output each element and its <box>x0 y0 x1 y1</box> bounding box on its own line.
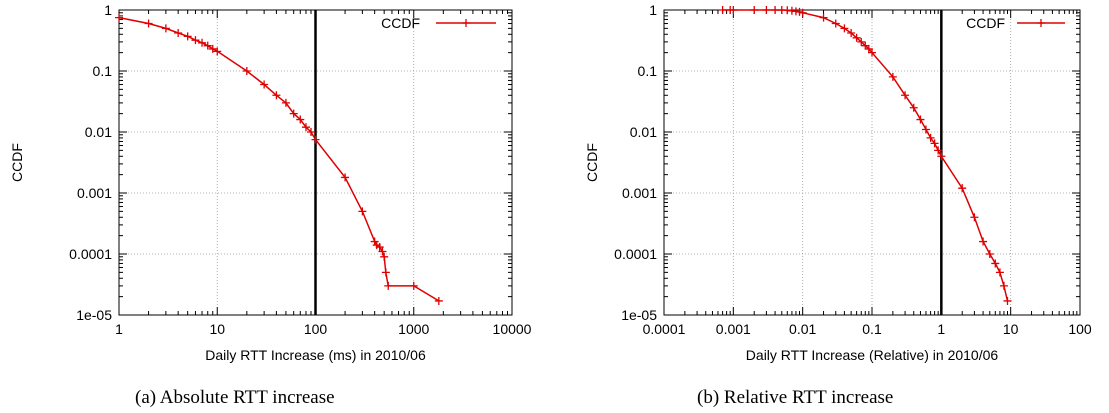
y-tick-label: 1e-05 <box>621 307 657 323</box>
data-point-marker <box>370 237 379 246</box>
y-tick-label: 0.01 <box>630 124 657 140</box>
x-tick-label: 10 <box>1003 321 1019 337</box>
data-point-marker <box>718 6 727 14</box>
data-point-marker <box>970 213 979 222</box>
data-point-marker <box>307 128 316 136</box>
data-point-marker <box>868 48 876 57</box>
data-point-marker <box>296 115 305 124</box>
data-point-marker <box>301 123 310 132</box>
x-tick-label: 1 <box>115 321 123 337</box>
data-point-marker <box>358 207 367 216</box>
data-point-marker <box>311 135 320 144</box>
data-point-marker <box>979 237 988 246</box>
x-axis-label: Daily RTT Increase (Relative) in 2010/06 <box>746 347 999 363</box>
legend-marker <box>1037 19 1045 27</box>
data-point-marker <box>174 28 183 37</box>
data-point-marker <box>991 259 1000 268</box>
y-tick-label: 1 <box>104 2 112 18</box>
x-tick-label: 0.01 <box>789 321 816 337</box>
y-tick-label: 1 <box>649 2 657 18</box>
data-point-marker <box>901 91 910 100</box>
x-tick-label: 1 <box>937 321 945 337</box>
y-axis-label: CCDF <box>9 143 25 182</box>
x-tick-label: 0.0001 <box>643 321 686 337</box>
data-point-marker <box>341 173 350 182</box>
data-point-marker <box>857 37 866 46</box>
y-tick-label: 0.0001 <box>614 246 657 262</box>
data-point-marker <box>999 281 1008 290</box>
data-point-marker <box>242 67 251 75</box>
legend-marker <box>462 19 470 27</box>
data-point-marker <box>852 33 861 42</box>
data-point-marker <box>144 19 153 28</box>
data-point-marker <box>847 28 856 37</box>
data-point-marker <box>750 6 759 14</box>
x-tick-label: 1000 <box>398 321 429 337</box>
data-point-marker <box>260 80 269 89</box>
data-point-marker <box>208 44 217 53</box>
data-point-marker <box>272 91 281 100</box>
data-point-marker <box>191 36 200 45</box>
x-tick-label: 0.1 <box>862 321 882 337</box>
data-point-marker <box>203 41 212 50</box>
y-tick-label: 0.1 <box>638 63 658 79</box>
data-point-marker <box>840 24 849 33</box>
series-line-0 <box>118 16 440 302</box>
x-tick-label: 10000 <box>493 321 532 337</box>
x-tick-label: 10 <box>209 321 225 337</box>
data-point-marker <box>921 125 930 134</box>
series-line-0 <box>722 9 1009 302</box>
y-tick-label: 0.0001 <box>69 246 112 262</box>
y-tick-label: 0.001 <box>622 185 657 201</box>
data-point-marker <box>289 109 298 118</box>
data-point-marker <box>916 115 925 124</box>
data-point-marker <box>213 47 222 56</box>
data-point-marker <box>909 103 918 112</box>
data-point-marker <box>729 6 738 14</box>
data-point-marker <box>762 6 771 14</box>
x-tick-label: 100 <box>304 321 328 337</box>
data-point-marker <box>888 72 897 81</box>
y-tick-label: 1e-05 <box>76 307 112 323</box>
data-point-marker <box>380 252 389 261</box>
data-point-marker <box>161 24 170 33</box>
data-point-marker <box>409 281 418 290</box>
data-point-marker <box>798 8 807 17</box>
data-point-marker <box>198 38 207 47</box>
data-point-marker <box>930 139 939 148</box>
data-point-marker <box>434 296 443 305</box>
data-point-marker <box>819 13 828 22</box>
data-point-marker <box>771 6 780 14</box>
data-point-marker <box>375 243 384 252</box>
x-tick-label: 100 <box>1068 321 1092 337</box>
chart-panel-absolute: 1 10 100 1000 10000 1e-05 0.0001 0.001 0.01 0.1 1 C… <box>9 2 532 408</box>
plot-frame <box>663 9 1081 316</box>
data-point-marker <box>281 98 290 107</box>
data-point-marker <box>183 32 192 41</box>
data-point-marker <box>934 146 943 155</box>
data-point-marker <box>1003 296 1012 305</box>
data-point-marker <box>384 281 393 290</box>
data-point-marker <box>381 268 390 277</box>
y-tick-label: 0.001 <box>77 185 112 201</box>
data-point-marker <box>937 152 946 161</box>
legend-label: CCDF <box>966 15 1005 31</box>
data-point-marker <box>378 247 387 256</box>
data-point-marker <box>115 13 123 22</box>
figure-caption: (b) Relative RTT increase <box>697 387 893 408</box>
y-tick-label: 0.01 <box>85 124 112 140</box>
y-axis-label: CCDF <box>584 143 600 182</box>
chart-panel-relative: 0.0001 0.001 0.01 0.1 1 10 1001e-050.00010.001… <box>584 2 1092 408</box>
data-point-marker <box>958 184 967 193</box>
data-point-marker <box>995 268 1004 277</box>
x-axis-label: Daily RTT Increase (ms) in 2010/06 <box>205 347 426 363</box>
data-point-marker <box>831 19 840 28</box>
figure-caption: (a) Absolute RTT increase <box>135 387 335 408</box>
data-point-marker <box>985 250 994 258</box>
x-tick-label: 0.001 <box>716 321 751 337</box>
data-point-marker <box>926 133 935 142</box>
legend-label: CCDF <box>381 15 420 31</box>
y-tick-label: 0.1 <box>93 63 113 79</box>
